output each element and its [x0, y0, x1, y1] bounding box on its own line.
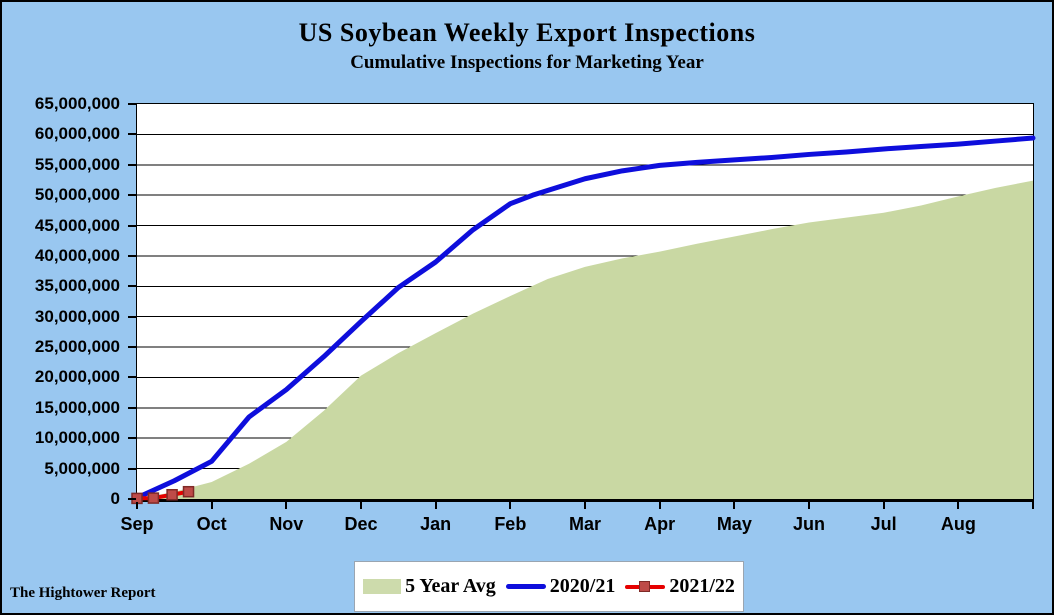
legend-box: 5 Year Avg 2020/21 2021/22 — [354, 561, 744, 612]
data-marker — [166, 488, 178, 501]
y-axis-label: 5,000,000 — [44, 458, 120, 478]
chart-title: US Soybean Weekly Export Inspections — [298, 18, 756, 47]
y-axis-tick — [128, 133, 136, 136]
x-axis-label-oct: Oct — [196, 514, 227, 534]
y-axis-label: 10,000,000 — [34, 428, 120, 448]
x-axis-label-mar: Mar — [568, 514, 601, 534]
y-axis-tick — [128, 406, 136, 409]
series-line-2020-21 — [134, 135, 1036, 501]
x-axis-tick — [509, 502, 512, 509]
legend-item-2020-21: 2020/21 — [505, 575, 616, 598]
x-axis-tick — [808, 502, 810, 509]
y-axis-label: 65,000,000 — [34, 94, 120, 113]
y-axis-tick — [128, 285, 136, 288]
x-axis-label-jan: Jan — [420, 514, 452, 534]
y-axis-label: 60,000,000 — [34, 124, 120, 144]
legend-label-2020-21: 2020/21 — [549, 575, 616, 597]
x-axis-tick — [733, 502, 736, 509]
y-axis-tick — [128, 346, 136, 349]
y-axis-tick — [128, 224, 136, 227]
x-axis-label-may: May — [716, 514, 752, 534]
x-axis-tick — [1032, 502, 1034, 509]
x-axis-label-apr: Apr — [644, 514, 676, 534]
series-line-2021-22 — [135, 489, 191, 501]
y-axis-label: 35,000,000 — [34, 276, 120, 296]
x-axis-tick — [210, 502, 213, 509]
x-axis-label-sep: Sep — [120, 514, 154, 534]
data-marker — [182, 485, 195, 498]
y-axis-tick — [128, 437, 136, 440]
x-axis-label-jun: Jun — [792, 514, 825, 534]
y-axis-label: 45,000,000 — [34, 215, 120, 235]
y-axis-tick — [128, 103, 136, 105]
x-axis-tick — [658, 502, 661, 509]
x-axis-tick — [285, 502, 288, 509]
y-axis-tick — [128, 315, 136, 318]
y-axis-tick — [128, 254, 136, 257]
x-axis-tick — [434, 502, 437, 509]
x-axis-label-aug: Aug — [940, 514, 976, 534]
x-axis-tick — [136, 502, 138, 509]
y-axis-label: 20,000,000 — [34, 367, 120, 387]
y-axis-label: 0 — [110, 489, 120, 508]
x-axis-tick — [957, 502, 960, 509]
x-axis-label-jul: Jul — [870, 514, 897, 534]
y-axis-label: 55,000,000 — [34, 154, 120, 174]
y-axis-label: 25,000,000 — [34, 337, 120, 357]
y-axis-tick — [128, 376, 136, 379]
y-axis-tick — [128, 498, 136, 500]
x-axis-tick — [360, 502, 362, 509]
y-axis-tick — [128, 467, 136, 470]
y-axis-label: 50,000,000 — [34, 185, 120, 205]
area-swatch-icon — [363, 579, 402, 594]
blue-line-swatch-icon — [505, 579, 546, 594]
y-axis-label: 30,000,000 — [34, 306, 120, 326]
y-axis-label: 15,000,000 — [34, 397, 120, 417]
y-axis-tick — [128, 163, 136, 166]
series-area-5-year-avg — [137, 180, 1033, 500]
data-marker — [147, 492, 160, 504]
legend-label-2021-22: 2021/22 — [669, 575, 735, 597]
y-axis-label: 40,000,000 — [34, 245, 120, 265]
red-line-marker-swatch-icon — [625, 579, 666, 594]
source-credit: The Hightower Report — [10, 585, 156, 601]
x-axis-tick — [584, 502, 586, 509]
legend-label-5-year-avg: 5 Year Avg — [405, 575, 496, 597]
legend-item-2021-22: 2021/22 — [625, 575, 735, 598]
chart-subtitle: Cumulative Inspections for Marketing Yea… — [350, 52, 704, 73]
plot-svg — [131, 133, 1036, 505]
plot-area — [131, 103, 1036, 505]
x-axis-label-nov: Nov — [269, 514, 304, 534]
legend-item-5-year-avg: 5 Year Avg — [363, 575, 496, 598]
x-axis-label-dec: Dec — [344, 514, 378, 534]
x-axis-tick — [882, 502, 885, 509]
x-axis-label-feb: Feb — [494, 514, 527, 534]
y-axis-tick — [128, 194, 136, 197]
